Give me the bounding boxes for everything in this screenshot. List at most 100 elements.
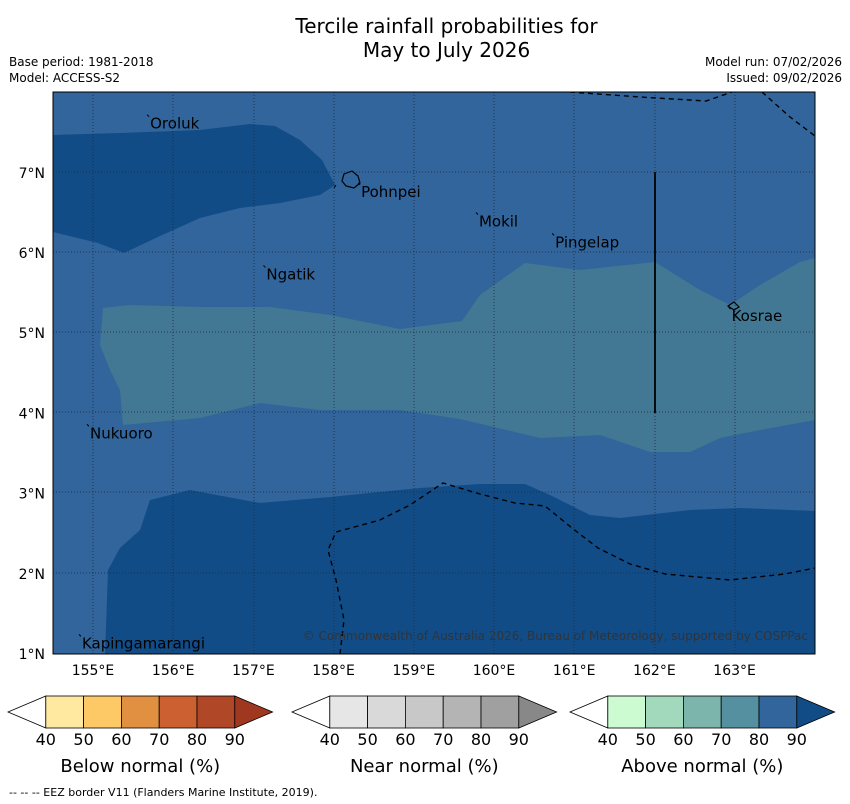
legend-tick-label: 60 (395, 730, 415, 749)
legend-tick-label: 90 (509, 730, 529, 749)
legend-title: Above normal (%) (621, 756, 783, 777)
place-label-kosrae: Kosrae (732, 307, 783, 325)
legend-below-normal: 40 50 60 70 80 90 Below normal (%) (6, 695, 274, 777)
legend-extend-high (518, 695, 558, 729)
place-label-pingelap: Pingelap (555, 233, 619, 251)
kosrae-island-icon (726, 301, 740, 311)
legend-tick-label: 70 (149, 730, 169, 749)
lon-tick-label: 160°E (473, 663, 516, 679)
legend-extend-high (796, 695, 836, 729)
lon-tick-label: 162°E (633, 663, 676, 679)
legend-swatch (121, 695, 160, 729)
model-run: Model run: 07/02/2026 (704, 55, 842, 69)
place-marker (86, 423, 90, 427)
lat-tick-label: 1°N (19, 647, 45, 663)
legend-swatch (404, 695, 444, 729)
legend-tick-label: 40 (320, 730, 340, 749)
legend-swatch (158, 695, 198, 729)
meta-right: Model run: 07/02/2026 Issued: 09/02/2026 (705, 54, 842, 86)
legend-near-normal: 40 50 60 70 80 90 Near normal (%) (290, 695, 558, 777)
field-above-60-central (100, 258, 815, 452)
legend-tick-label: 90 (225, 730, 245, 749)
lon-tick-label: 155°E (72, 663, 115, 679)
legend-tick-label: 60 (673, 730, 693, 749)
legend-swatch (367, 695, 406, 729)
legend-title: Below normal (%) (60, 756, 220, 777)
place-label-pohnpei: Pohnpei (361, 183, 421, 201)
lat-tick-label: 7°N (19, 166, 45, 182)
legend-swatch (45, 695, 84, 729)
field-above-80-north (53, 124, 335, 253)
legend-swatch (758, 695, 798, 729)
legend-tick-label: 70 (711, 730, 731, 749)
longitude-axis: 155°E 156°E 157°E 158°E 159°E 160°E 161°E 162°E… (72, 663, 756, 679)
lon-tick-label: 156°E (152, 663, 195, 679)
lat-tick-label: 3°N (19, 487, 45, 503)
place-marker (551, 233, 555, 236)
place-marker (357, 182, 361, 186)
lon-tick-label: 163°E (713, 663, 756, 679)
place-marker (728, 306, 731, 310)
model-name: Model: ACCESS-S2 (9, 71, 121, 85)
map-frame (52, 91, 816, 655)
title-line-2: May to July 2026 (362, 38, 531, 62)
field-above-80-south (105, 484, 815, 654)
legend-swatch (720, 695, 760, 729)
legend-swatch (329, 695, 368, 729)
lat-tick-label: 2°N (19, 567, 45, 583)
pohnpei-islet-icon (333, 184, 337, 189)
probability-fields (53, 92, 815, 654)
place-label-mokil: Mokil (479, 213, 518, 231)
eez-footnote: -- -- -- EEZ border V11 (Flanders Marine… (9, 786, 318, 799)
lat-tick-label: 4°N (19, 406, 45, 422)
lon-tick-label: 161°E (553, 663, 596, 679)
legend-tick-label: 50 (635, 730, 655, 749)
legend-extend-high (234, 695, 274, 729)
lat-tick-label: 5°N (19, 326, 45, 342)
place-labels: Oroluk Pohnpei Mokil Pingelap Ngatik Kosrae Nu… (78, 114, 783, 652)
place-marker (263, 265, 266, 268)
legend-swatch (442, 695, 482, 729)
legend-swatch (683, 695, 722, 729)
copyright-notice: © Commonwealth of Australia 2026, Bureau… (303, 629, 808, 643)
lon-tick-label: 157°E (232, 663, 275, 679)
place-marker (78, 634, 82, 637)
legend-swatch (83, 695, 122, 729)
place-label-nukuoro: Nukuoro (90, 424, 153, 442)
legend-swatch (196, 695, 236, 729)
legend-tick-label: 50 (73, 730, 93, 749)
place-label-kapingamarangi: Kapingamarangi (82, 634, 205, 652)
pohnpei-island-icon (341, 170, 361, 189)
legend-tick-label: 70 (433, 730, 453, 749)
legend-swatch (480, 695, 520, 729)
chart-title: Tercile rainfall probabilities for May t… (0, 14, 850, 62)
place-label-oroluk: Oroluk (150, 115, 199, 133)
lon-tick-label: 158°E (312, 663, 355, 679)
eez-borders (327, 92, 815, 654)
legend-tick-label: 90 (787, 730, 807, 749)
legend-extend-low (290, 695, 331, 729)
meta-left: Base period: 1981-2018 Model: ACCESS-S2 (9, 54, 154, 86)
legend-extend-low (568, 695, 609, 729)
legend-tick-label: 40 (36, 730, 56, 749)
place-marker (146, 114, 150, 118)
legend-tick-label: 80 (187, 730, 207, 749)
legend-tick-label: 60 (111, 730, 131, 749)
issued-date: Issued: 09/02/2026 (726, 71, 842, 85)
title-line-1: Tercile rainfall probabilities for (295, 14, 598, 38)
legend-swatch (607, 695, 646, 729)
legend-title: Near normal (%) (350, 756, 499, 777)
place-label-ngatik: Ngatik (266, 265, 315, 283)
legend-tick-label: 40 (598, 730, 618, 749)
base-period: Base period: 1981-2018 (9, 55, 154, 69)
legend-extend-low (6, 695, 47, 729)
legend-tick-label: 80 (749, 730, 769, 749)
lat-tick-label: 6°N (19, 246, 45, 262)
legend-tick-label: 50 (357, 730, 377, 749)
latitude-axis: 1°N 2°N 3°N 4°N 5°N 6°N 7°N (19, 166, 45, 663)
place-marker (475, 212, 479, 215)
lon-tick-label: 159°E (393, 663, 436, 679)
legend-swatch (645, 695, 684, 729)
